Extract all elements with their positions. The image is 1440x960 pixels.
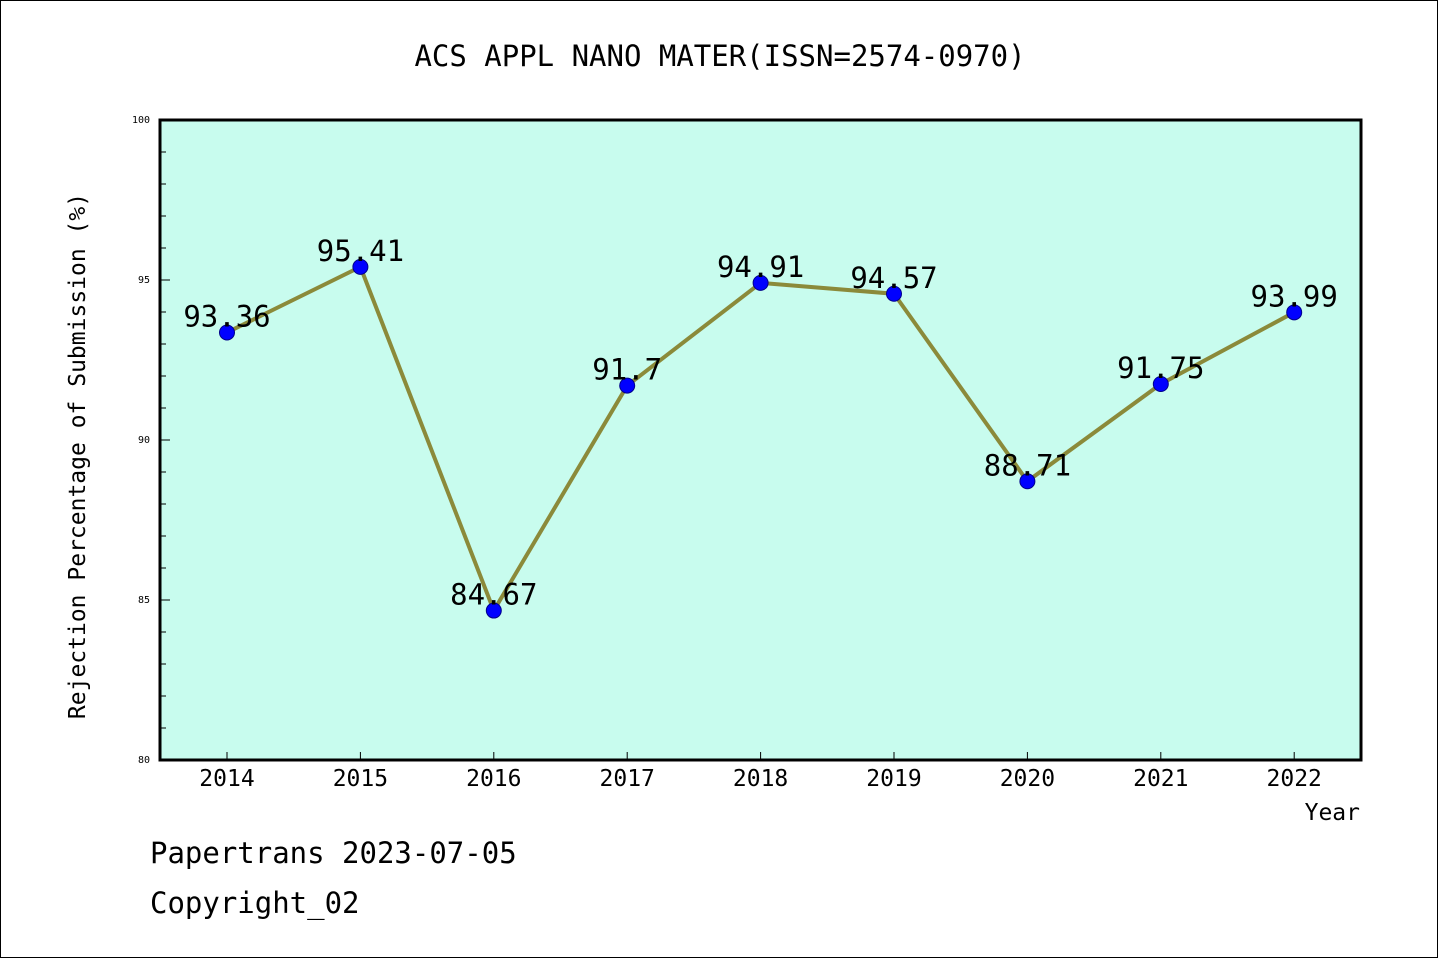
data-label: 91.7 — [592, 353, 662, 387]
x-tick-label: 2014 — [199, 766, 254, 792]
series-markers — [219, 258, 1303, 619]
y-tick-label: 90 — [138, 435, 150, 446]
data-point-marker — [352, 258, 369, 275]
data-point-marker — [752, 274, 769, 291]
data-point-marker — [886, 285, 902, 302]
x-tick-label: 2015 — [333, 766, 388, 792]
y-tick-label: 100 — [132, 115, 150, 126]
data-label: 93.36 — [183, 299, 270, 333]
footer-date-line: Papertrans 2023-07-05 — [150, 836, 517, 870]
x-tick-label: 2022 — [1267, 766, 1322, 792]
chart-title: ACS APPL NANO MATER(ISSN=2574-0970) — [414, 39, 1025, 73]
y-tick-label: 85 — [138, 595, 150, 606]
plot-area — [160, 120, 1361, 760]
y-tick-label: 95 — [138, 275, 150, 286]
data-label: 91.75 — [1117, 351, 1204, 385]
plot-border — [158, 118, 1363, 762]
data-point-marker — [219, 324, 235, 341]
data-label: 93.99 — [1251, 279, 1338, 313]
y-axis-label: Rejection Percentage of Submission (%) — [65, 193, 91, 719]
x-tick-label: 2016 — [466, 766, 521, 792]
x-axis-label: Year — [1305, 800, 1360, 826]
data-point-marker — [1019, 473, 1036, 490]
x-tick-label: 2019 — [866, 766, 921, 792]
x-axis-ticks: 2014 2015 2016 2017 2018 2019 2020 2021 2022 — [199, 752, 1322, 792]
x-tick-label: 2017 — [600, 766, 655, 792]
y-tick-label: 80 — [138, 755, 150, 766]
data-label: 84.67 — [450, 578, 537, 612]
data-labels: 93.36 95.41 84.67 91.7 94.91 94.57 88.71 91.75 9… — [183, 234, 1338, 612]
footer-copyright-line: Copyright_02 — [150, 886, 360, 920]
data-label: 94.91 — [717, 250, 804, 284]
y-axis-ticks: 80 85 90 95 100 — [132, 115, 150, 766]
data-label: 88.71 — [984, 448, 1071, 482]
data-point-marker — [1152, 376, 1169, 392]
x-tick-label: 2018 — [733, 766, 788, 792]
data-label: 94.57 — [850, 261, 937, 295]
x-tick-label: 2021 — [1133, 766, 1188, 792]
data-point-marker — [1286, 304, 1303, 321]
data-point-marker — [619, 377, 636, 394]
x-tick-label: 2020 — [1000, 766, 1055, 792]
data-point-marker — [485, 602, 502, 619]
data-label: 95.41 — [317, 234, 404, 268]
